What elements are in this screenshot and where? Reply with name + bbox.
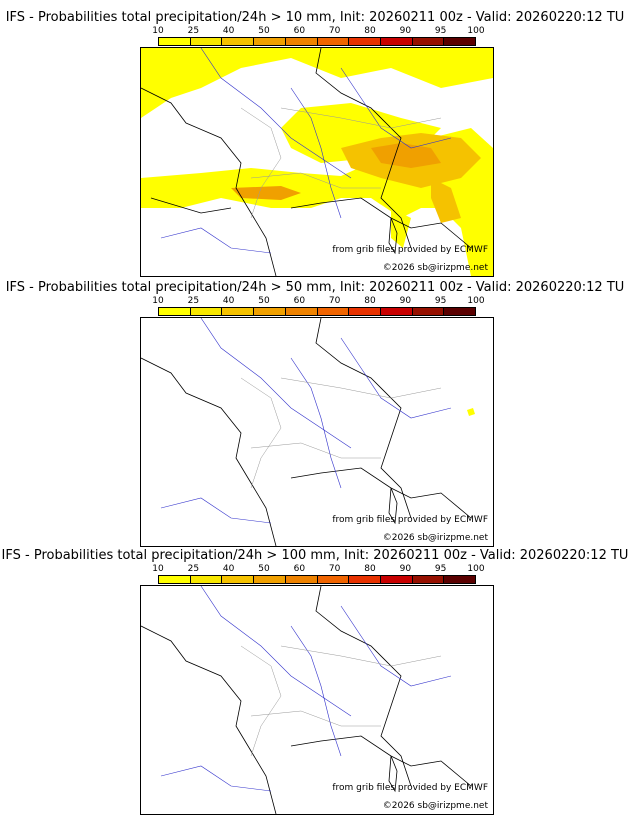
legend-swatch: [254, 38, 286, 45]
legend-tick-label: 10: [152, 564, 164, 574]
legend-swatch: [254, 576, 286, 583]
legend-tick-label: 40: [222, 564, 235, 574]
legend-tick-label: 70: [328, 26, 341, 36]
legend-swatch: [159, 38, 191, 45]
legend-swatch: [380, 576, 413, 583]
legend-tick-label: 50: [258, 564, 270, 574]
legend-tick-label: 90: [399, 26, 412, 36]
legend-swatch: [349, 38, 381, 45]
credit-copyright: ©2026 sb@irizpme.net: [382, 263, 488, 273]
legend-bar: [158, 575, 476, 584]
precip-shading: [141, 48, 493, 276]
legend-swatch: [380, 308, 413, 315]
credit-copyright: ©2026 sb@irizpme.net: [382, 533, 488, 543]
legend-bar: [158, 307, 476, 316]
legend-swatch: [190, 308, 223, 315]
legend-swatch: [317, 576, 350, 583]
legend-tick-label: 25: [187, 26, 200, 36]
legend-swatch: [159, 576, 191, 583]
legend-swatch: [222, 38, 255, 45]
panel-title: IFS - Probabilities total precipitation/…: [1, 548, 629, 563]
map-lines: [141, 586, 472, 814]
legend-tick-label: 100: [467, 296, 485, 306]
credit-copyright: ©2026 sb@irizpme.net: [382, 801, 488, 811]
legend-tick-label: 60: [293, 26, 306, 36]
map-svg: [141, 48, 493, 276]
legend-swatch: [285, 576, 318, 583]
legend-tick-label: 50: [258, 26, 270, 36]
legend-swatch: [349, 308, 381, 315]
panel-title: IFS - Probabilities total precipitation/…: [5, 10, 625, 25]
color-legend: 10 25 40 50 60 70 80 90 95 100: [152, 296, 485, 316]
legend-tick-label: 90: [399, 564, 412, 574]
panel-10mm: IFS - Probabilities total precipitation/…: [0, 10, 630, 278]
legend-tick-label: 80: [364, 26, 376, 36]
credit-source: from grib files provided by ECMWF: [332, 245, 488, 255]
color-legend: 10 25 40 50 60 70 80 90 95 100: [152, 26, 485, 46]
color-legend: 10 25 40 50 60 70 80 90 95 100: [152, 564, 485, 584]
legend-swatch: [317, 38, 350, 45]
precip-shading: [467, 408, 475, 416]
legend-tick-label: 95: [434, 564, 447, 574]
legend-tick-label: 100: [467, 26, 485, 36]
legend-swatch: [412, 38, 445, 45]
panel-100mm: IFS - Probabilities total precipitation/…: [0, 548, 630, 816]
legend-swatch: [444, 308, 476, 315]
legend-tick-label: 90: [399, 296, 412, 306]
legend-swatch: [412, 576, 445, 583]
legend-swatch: [317, 308, 350, 315]
legend-tick-label: 95: [434, 26, 447, 36]
legend-swatch: [222, 576, 255, 583]
legend-labels: 10 25 40 50 60 70 80 90 95 100: [152, 296, 484, 306]
credit-source: from grib files provided by ECMWF: [332, 515, 488, 525]
legend-tick-label: 80: [364, 296, 376, 306]
legend-tick-label: 10: [152, 26, 164, 36]
legend-swatch: [444, 38, 476, 45]
probability-map: from grib files provided by ECMWF ©2026 …: [140, 317, 494, 547]
panel-50mm: IFS - Probabilities total precipitation/…: [0, 280, 630, 548]
probability-map: from grib files provided by ECMWF ©2026 …: [140, 585, 494, 815]
map-lines: [141, 318, 472, 546]
legend-tick-label: 25: [187, 564, 200, 574]
legend-labels: 10 25 40 50 60 70 80 90 95 100: [152, 564, 484, 574]
legend-swatch: [380, 38, 413, 45]
legend-swatch: [285, 308, 318, 315]
legend-tick-label: 40: [222, 296, 235, 306]
legend-tick-label: 100: [467, 564, 485, 574]
legend-swatch: [412, 308, 445, 315]
legend-tick-label: 70: [328, 564, 341, 574]
legend-tick-label: 95: [434, 296, 447, 306]
legend-swatch: [190, 576, 223, 583]
legend-swatch: [285, 38, 318, 45]
panel-title: IFS - Probabilities total precipitation/…: [5, 280, 625, 295]
legend-tick-label: 80: [364, 564, 376, 574]
legend-tick-label: 60: [293, 296, 306, 306]
legend-swatch: [254, 308, 286, 315]
legend-swatch: [159, 308, 191, 315]
map-lines: [141, 48, 472, 276]
credit-source: from grib files provided by ECMWF: [332, 783, 488, 793]
legend-swatch: [222, 308, 255, 315]
legend-bar: [158, 37, 476, 46]
legend-tick-label: 10: [152, 296, 164, 306]
map-svg: [141, 586, 472, 814]
legend-tick-label: 40: [222, 26, 235, 36]
probability-map: from grib files provided by ECMWF ©2026 …: [140, 47, 494, 277]
legend-swatch: [190, 38, 223, 45]
legend-tick-label: 25: [187, 296, 200, 306]
map-svg: [141, 318, 475, 546]
legend-tick-label: 70: [328, 296, 341, 306]
legend-tick-label: 60: [293, 564, 306, 574]
legend-swatch: [349, 576, 381, 583]
legend-swatch: [444, 576, 476, 583]
legend-tick-label: 50: [258, 296, 270, 306]
legend-labels: 10 25 40 50 60 70 80 90 95 100: [152, 26, 484, 36]
